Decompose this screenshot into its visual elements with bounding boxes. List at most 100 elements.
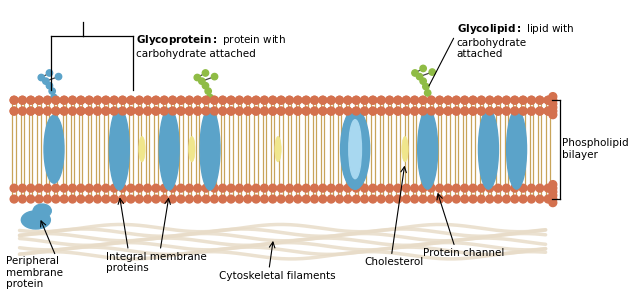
Circle shape	[269, 107, 277, 115]
Circle shape	[60, 184, 68, 192]
Circle shape	[277, 107, 285, 115]
Circle shape	[52, 107, 60, 115]
Circle shape	[427, 107, 435, 115]
Circle shape	[244, 107, 251, 115]
Circle shape	[527, 96, 536, 104]
Circle shape	[60, 96, 68, 104]
Circle shape	[420, 65, 427, 72]
Circle shape	[202, 184, 210, 192]
Circle shape	[43, 78, 49, 84]
Circle shape	[403, 96, 410, 104]
Circle shape	[544, 96, 552, 104]
Circle shape	[27, 96, 35, 104]
Circle shape	[10, 195, 18, 203]
Circle shape	[43, 184, 52, 192]
Circle shape	[60, 107, 68, 115]
Circle shape	[49, 88, 55, 94]
Circle shape	[244, 184, 251, 192]
Circle shape	[43, 96, 52, 104]
Circle shape	[261, 184, 268, 192]
Circle shape	[85, 96, 93, 104]
Circle shape	[77, 195, 85, 203]
Circle shape	[425, 90, 431, 96]
Circle shape	[127, 96, 135, 104]
Circle shape	[35, 96, 43, 104]
Circle shape	[10, 107, 18, 115]
Circle shape	[127, 107, 135, 115]
Circle shape	[77, 96, 85, 104]
Circle shape	[77, 184, 85, 192]
Circle shape	[102, 107, 110, 115]
Circle shape	[102, 107, 110, 115]
Circle shape	[236, 184, 243, 192]
Circle shape	[194, 96, 202, 104]
Circle shape	[436, 195, 444, 203]
Circle shape	[377, 96, 385, 104]
Circle shape	[327, 96, 335, 104]
Circle shape	[294, 96, 302, 104]
Circle shape	[503, 195, 510, 203]
Circle shape	[102, 96, 110, 104]
Circle shape	[110, 107, 118, 115]
Circle shape	[52, 195, 60, 203]
Circle shape	[336, 107, 343, 115]
Circle shape	[403, 195, 410, 203]
Circle shape	[486, 96, 494, 104]
Circle shape	[207, 94, 213, 101]
Circle shape	[478, 107, 485, 115]
Circle shape	[369, 96, 377, 104]
Circle shape	[302, 96, 310, 104]
Circle shape	[352, 107, 360, 115]
Circle shape	[360, 107, 369, 115]
Circle shape	[269, 107, 277, 115]
Circle shape	[285, 96, 294, 104]
Circle shape	[110, 107, 118, 115]
Circle shape	[494, 107, 502, 115]
Circle shape	[135, 96, 143, 104]
Circle shape	[469, 107, 477, 115]
Circle shape	[18, 107, 26, 115]
Circle shape	[444, 184, 452, 192]
Circle shape	[452, 195, 461, 203]
Circle shape	[205, 88, 211, 94]
Circle shape	[102, 96, 110, 104]
Circle shape	[102, 184, 110, 192]
Circle shape	[185, 184, 193, 192]
Circle shape	[452, 184, 461, 192]
Circle shape	[202, 195, 210, 203]
Circle shape	[27, 107, 35, 115]
Circle shape	[411, 107, 418, 115]
Circle shape	[135, 184, 143, 192]
Circle shape	[469, 96, 477, 104]
Circle shape	[194, 107, 202, 115]
Circle shape	[69, 195, 76, 203]
Circle shape	[369, 184, 377, 192]
Circle shape	[469, 184, 477, 192]
Circle shape	[536, 96, 544, 104]
Circle shape	[236, 96, 243, 104]
Circle shape	[244, 195, 251, 203]
Circle shape	[185, 96, 193, 104]
Circle shape	[377, 96, 385, 104]
Circle shape	[244, 96, 251, 104]
Circle shape	[219, 184, 227, 192]
Circle shape	[185, 96, 193, 104]
Circle shape	[35, 184, 43, 192]
Circle shape	[486, 107, 494, 115]
Circle shape	[544, 184, 552, 192]
Circle shape	[419, 184, 427, 192]
Circle shape	[194, 96, 202, 104]
Circle shape	[185, 107, 193, 115]
Circle shape	[211, 73, 218, 80]
Circle shape	[285, 96, 294, 104]
Circle shape	[436, 96, 444, 104]
Circle shape	[394, 195, 402, 203]
Circle shape	[536, 184, 544, 192]
Circle shape	[427, 96, 435, 104]
Circle shape	[194, 107, 202, 115]
Circle shape	[327, 195, 335, 203]
Circle shape	[427, 96, 435, 104]
Circle shape	[549, 93, 557, 100]
Circle shape	[277, 107, 285, 115]
Circle shape	[549, 195, 557, 203]
